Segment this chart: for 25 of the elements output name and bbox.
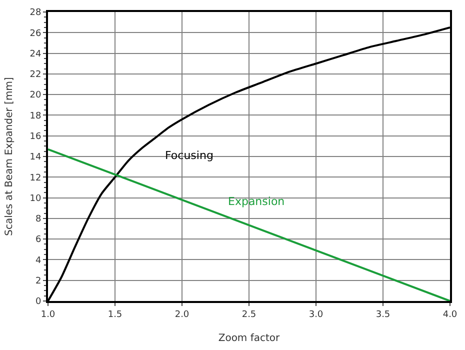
y-tick-label: 8 [35,214,42,225]
series-label: Focusing [165,149,214,162]
x-tick-label: 2.5 [242,310,256,320]
y-tick-label: 18 [30,111,42,122]
y-tick-label: 24 [30,49,42,60]
y-tick-label: 0 [35,297,42,308]
y-tick-label: 6 [35,235,42,246]
y-tick-label: 4 [35,256,42,266]
y-axis-title: Scales at Beam Expander [mm] [4,77,16,236]
y-tick-label: 22 [30,70,42,80]
y-tick-label: 28 [30,8,42,18]
x-tick-label: 3.5 [376,310,390,320]
y-tick-label: 16 [30,132,42,142]
y-tick-label: 14 [30,152,42,163]
y-tick-label: 2 [35,276,42,287]
y-tick-label: 20 [30,90,42,101]
x-tick-label: 2.0 [174,310,190,320]
x-tick-label: 4.0 [442,310,458,320]
x-tick-label: 1.0 [40,310,56,320]
y-tick-label: 12 [30,173,42,184]
y-tick-label: 26 [30,28,42,39]
x-axis-title: Zoom factor [218,332,281,344]
x-tick-label: 3.0 [308,310,324,320]
y-tick-label: 10 [30,194,42,204]
x-tick-label: 1.5 [108,310,122,320]
